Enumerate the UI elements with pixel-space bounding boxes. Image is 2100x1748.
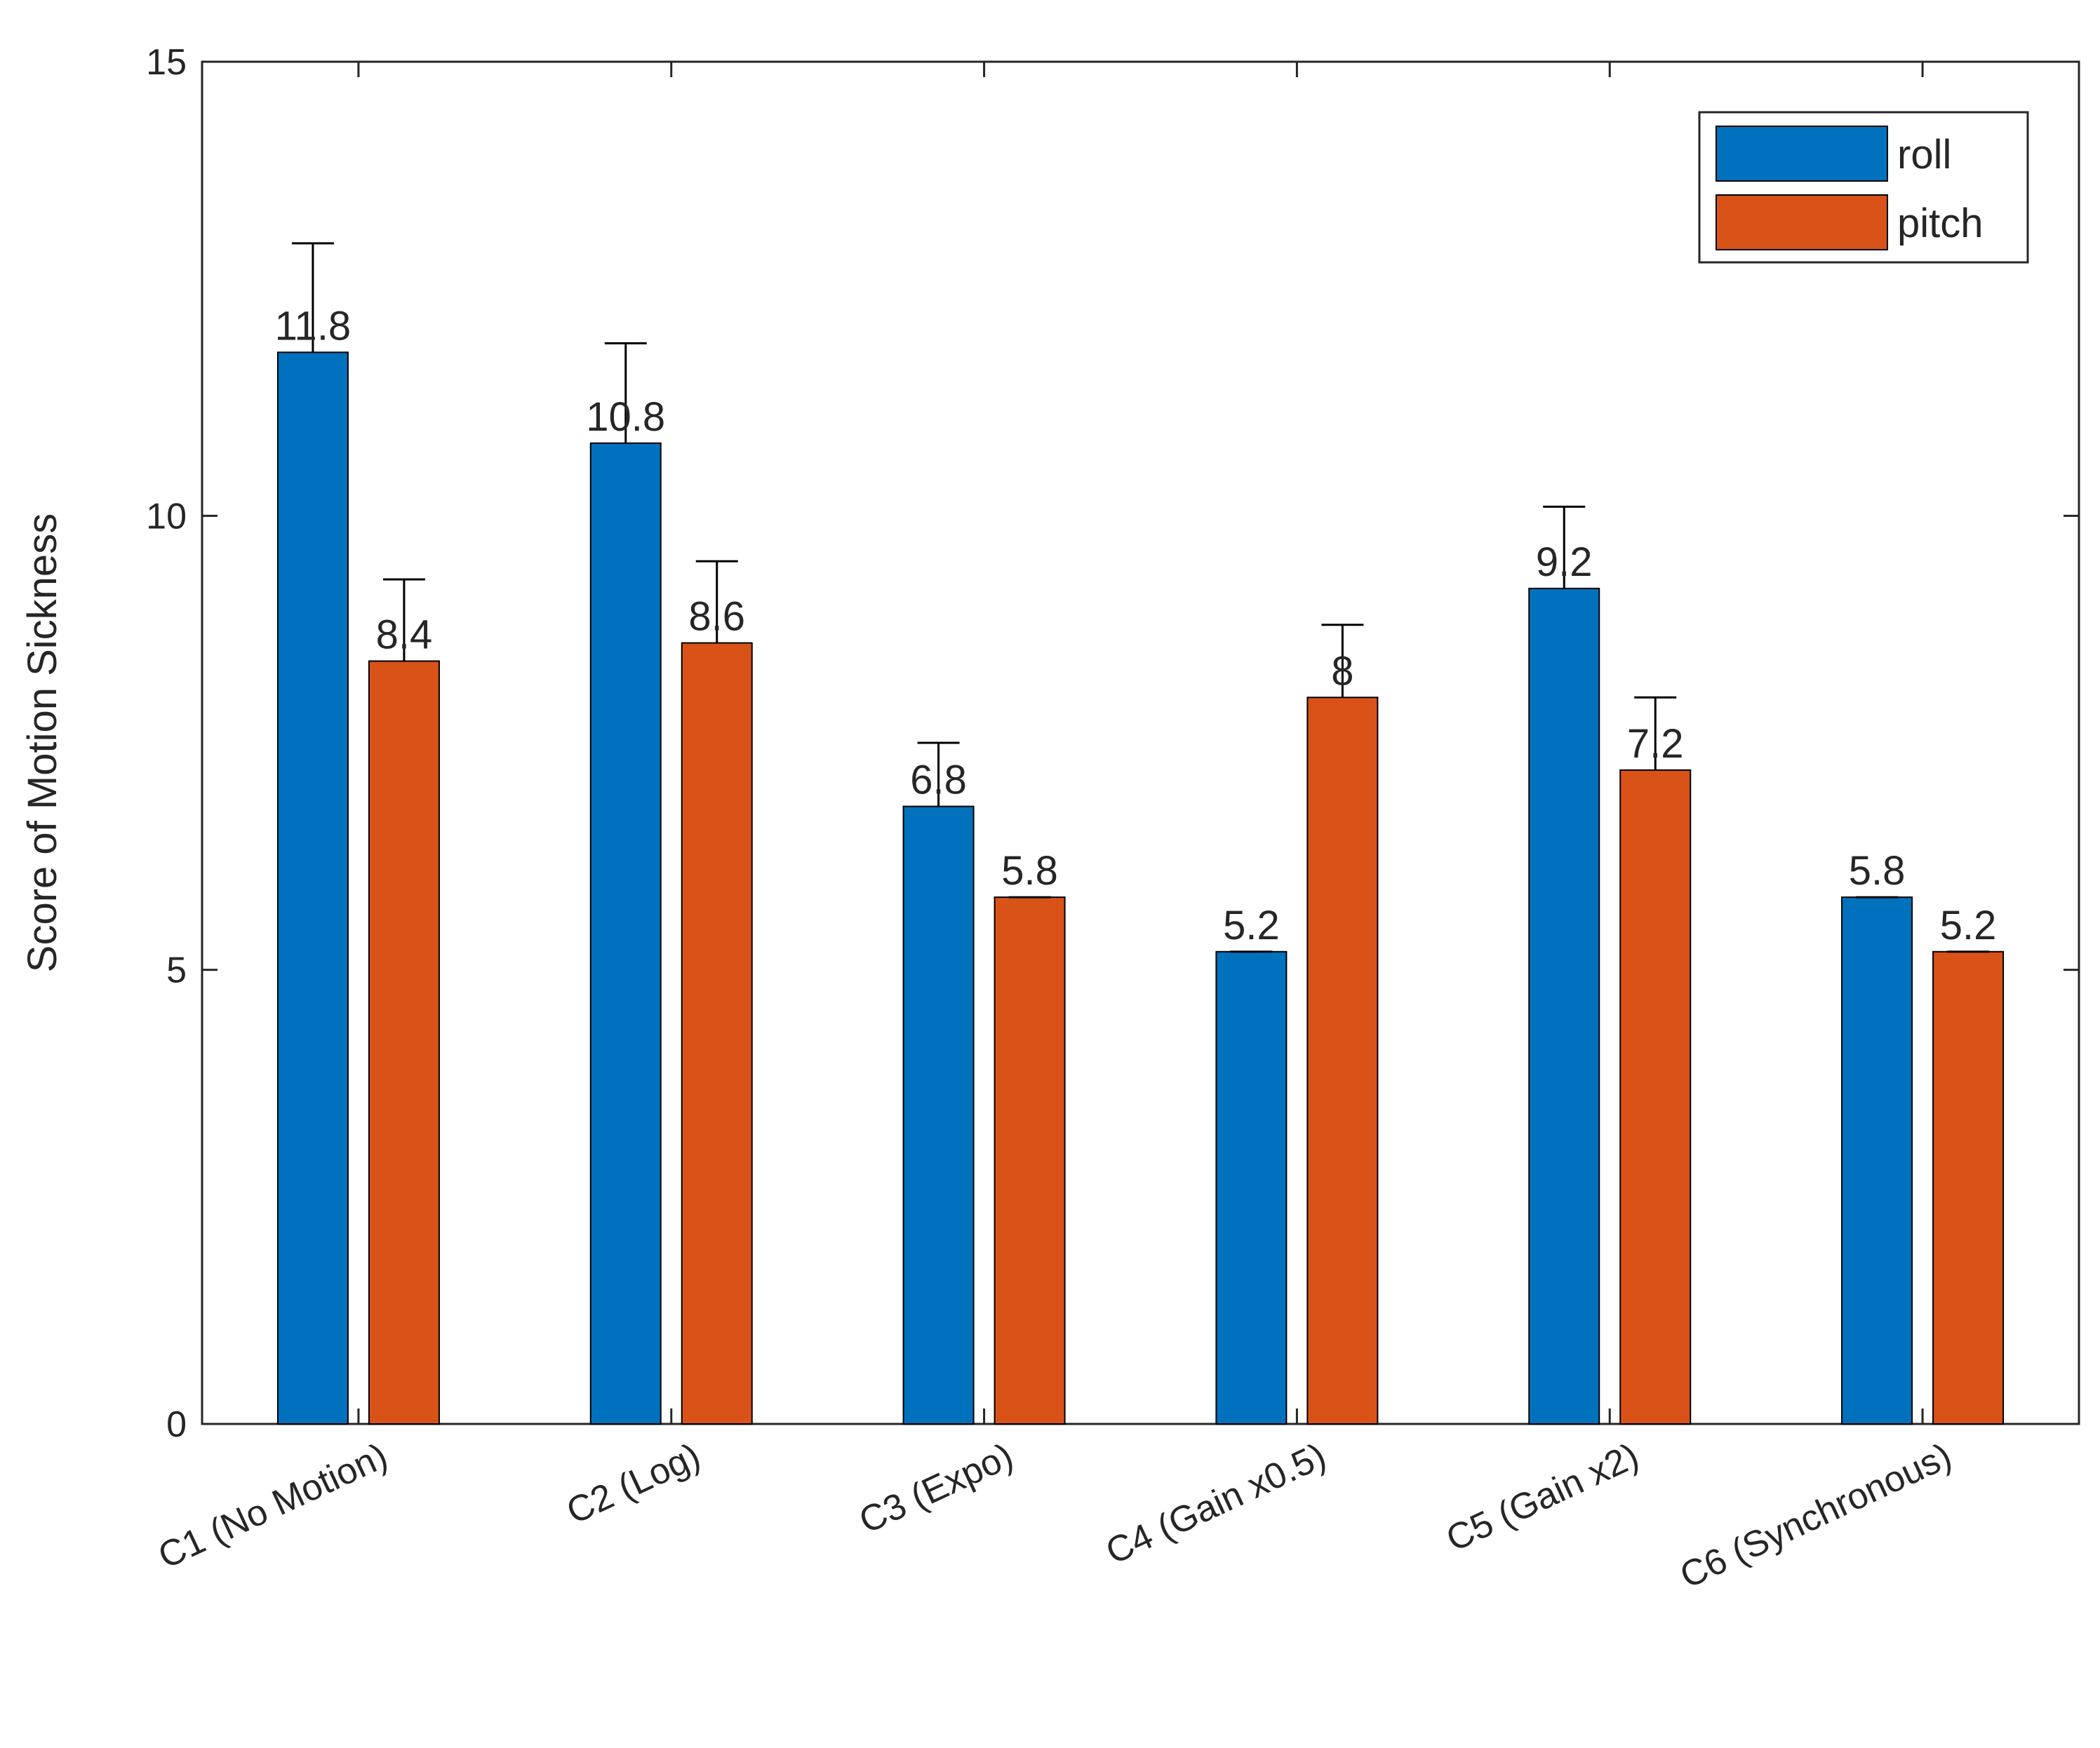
legend-label-pitch: pitch xyxy=(1897,201,1984,246)
legend[interactable]: roll pitch xyxy=(1698,111,2029,264)
bar-pitch xyxy=(368,660,440,1425)
bar-roll xyxy=(1215,950,1288,1425)
data-label-roll: 10.8 xyxy=(586,394,665,440)
bar-pitch xyxy=(681,642,753,1425)
error-bars xyxy=(291,242,1990,953)
bar-pitch xyxy=(1306,697,1379,1425)
bar-pitch xyxy=(1619,769,1692,1425)
y-tick-label: 10 xyxy=(146,496,187,537)
data-label-roll: 11.8 xyxy=(275,303,352,349)
data-label-pitch: 8.6 xyxy=(688,594,745,640)
y-axis-ticks: 0 5 10 15 xyxy=(146,42,2079,1445)
bar-roll xyxy=(902,805,975,1425)
data-label-roll: 5.8 xyxy=(1849,848,1906,894)
data-label-pitch: 8 xyxy=(1331,648,1353,694)
bar-pitch xyxy=(994,896,1066,1425)
bars xyxy=(276,351,2005,1425)
data-label-roll: 9.2 xyxy=(1536,539,1593,585)
data-label-roll: 5.2 xyxy=(1223,903,1280,948)
data-label-pitch: 7.2 xyxy=(1627,721,1684,767)
axes-box xyxy=(201,60,2080,1425)
bar-roll xyxy=(589,442,662,1425)
data-label-pitch: 5.2 xyxy=(1940,903,1997,948)
y-axis-label: Score of Motion Sickness xyxy=(20,513,65,972)
y-tick-label: 0 xyxy=(166,1404,187,1445)
legend-swatch-roll xyxy=(1716,126,1888,182)
bar-roll xyxy=(1528,587,1600,1425)
legend-label-roll: roll xyxy=(1897,132,1951,177)
data-label-roll: 6.8 xyxy=(910,758,967,803)
data-labels: 11.8 10.8 6.8 5.2 9.2 5.8 8.4 8.6 5.8 8 7.2 5.2 xyxy=(275,303,1997,948)
bar-roll xyxy=(1841,896,1913,1425)
plot-area xyxy=(201,60,2080,1425)
data-label-pitch: 5.8 xyxy=(1001,848,1058,894)
data-label-pitch: 8.4 xyxy=(376,612,433,657)
y-tick-label: 5 xyxy=(166,950,187,991)
bar-roll xyxy=(276,351,349,1425)
y-tick-label: 15 xyxy=(146,42,187,83)
bar-pitch xyxy=(1932,950,2005,1425)
legend-swatch-pitch xyxy=(1716,194,1888,250)
